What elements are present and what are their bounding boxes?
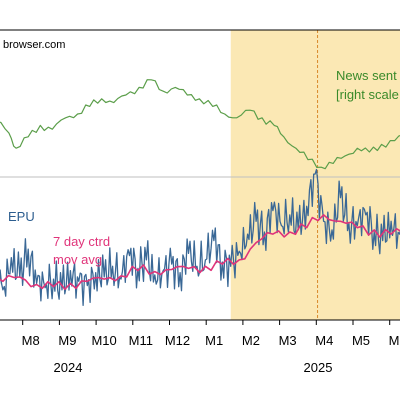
x-tick-label: M3 <box>279 333 297 348</box>
moving-average-label: 7 day ctrd <box>53 234 110 249</box>
x-tick-label: M9 <box>58 333 76 348</box>
year-label: 2025 <box>304 360 333 375</box>
series-line-7-day-ctrd-mov-avg <box>0 214 400 291</box>
plot-frame <box>0 29 400 321</box>
shaded-region <box>230 30 400 320</box>
year-labels: 2024 2025 <box>54 360 333 375</box>
news-sentiment-label: [right scale <box>336 87 399 102</box>
x-axis: M8M9M10M11M12M1M2M3M4M5M6M7 <box>22 320 400 348</box>
series-line-news-sent <box>0 79 400 170</box>
x-tick-label: M12 <box>165 333 190 348</box>
moving-average-label: mov avg <box>53 252 102 267</box>
x-tick-label: M1 <box>205 333 223 348</box>
x-tick-label: M6 <box>389 333 400 348</box>
annotations: News sent [right scale EPU 7 day ctrd mov av… <box>8 68 399 267</box>
watermark-text: browser.com <box>3 39 65 51</box>
x-tick-label: M4 <box>315 333 333 348</box>
news-sentiment-label: News sent <box>336 68 397 83</box>
epu-label: EPU <box>8 209 35 224</box>
x-tick-label: M11 <box>129 333 153 348</box>
x-tick-label: M5 <box>352 333 370 348</box>
year-label: 2024 <box>54 360 83 375</box>
plot-area <box>0 30 400 320</box>
x-tick-label: M2 <box>242 333 260 348</box>
x-tick-label: M8 <box>22 333 40 348</box>
x-tick-label: M10 <box>91 333 116 348</box>
series-line-epu <box>0 168 400 307</box>
